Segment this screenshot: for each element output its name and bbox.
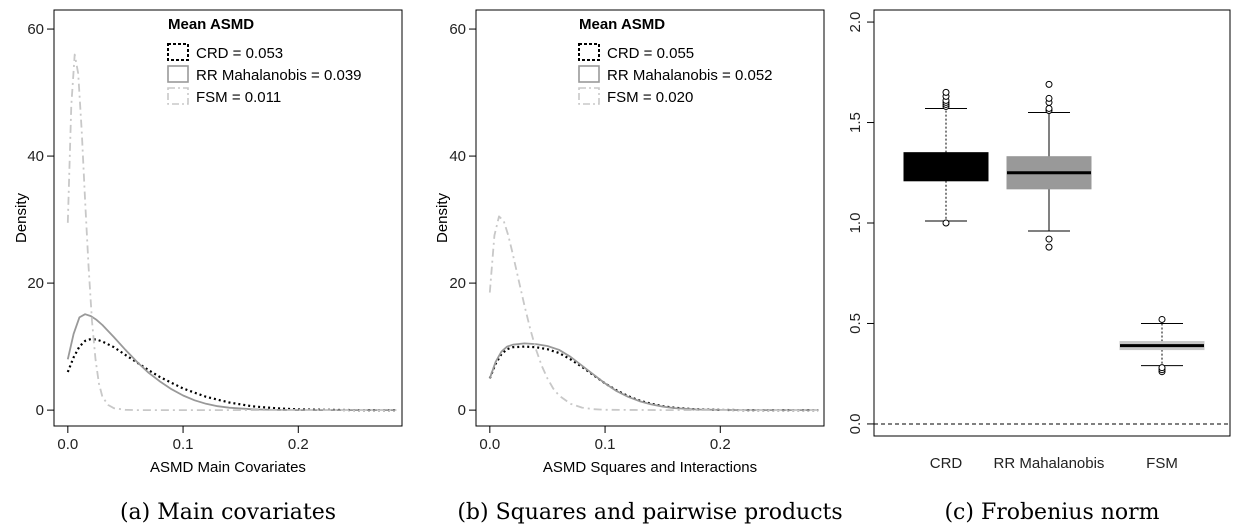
panel-b: 0.0 0.1 0.2 0 20 40 60 Density ASMD Squares an… (434, 9, 843, 525)
panel-a-caption: (a) Main covariates (120, 500, 336, 525)
panel-b-xlabel: ASMD Squares and Interactions (543, 459, 757, 476)
panel-b-legend-title: Mean ASMD (579, 16, 665, 33)
panel-b-legend-fsm: FSM = 0.020 (607, 89, 693, 106)
panel-b-caption: (b) Squares and pairwise products (457, 500, 842, 525)
panel-a-legend-key-rr (167, 65, 189, 83)
panel-b-legend-key-rr (578, 65, 600, 83)
panel-a-ytick-label: 20 (27, 275, 44, 292)
panel-b-line-rr-mahalanobis (488, 342, 819, 412)
panel-a-line-rr-mahalanobis (66, 313, 397, 412)
panel-b-ytick-label: 20 (449, 275, 466, 292)
panel-b-legend-key-crd (578, 43, 600, 61)
panel-a-xlabel: ASMD Main Covariates (150, 459, 306, 476)
panel-b-legend-crd: CRD = 0.055 (607, 45, 694, 62)
box-rr-mahalanobis-outlier (1045, 104, 1053, 112)
panel-a-xtick-label: 0.0 (57, 436, 78, 453)
panel-a-ticks: 0.0 0.1 0.2 0 20 40 60 (27, 21, 308, 453)
box-rr-mahalanobis-outlier (1045, 243, 1053, 251)
panel-a-plot-box (53, 9, 403, 427)
panel-c-category-label: CRD (930, 455, 963, 472)
panel-a-legend-rr: RR Mahalanobis = 0.039 (196, 67, 362, 84)
panel-b-series (488, 215, 819, 412)
panel-c-ytick-label: 2.0 (847, 12, 864, 33)
box-fsm (1119, 315, 1205, 376)
box-rr-mahalanobis (1006, 80, 1092, 251)
panel-a-series (66, 53, 397, 412)
panel-c-category-label: FSM (1146, 455, 1178, 472)
box-fsm-outlier (1158, 364, 1166, 372)
panel-c-caption: (c) Frobenius norm (944, 500, 1159, 525)
panel-b-ytick-label: 40 (449, 148, 466, 165)
panel-b-xtick-label: 0.2 (710, 436, 731, 453)
panel-b-ytick-label: 0 (458, 402, 466, 419)
panel-c-category-label: RR Mahalanobis (994, 455, 1105, 472)
panel-a-legend-key-fsm (167, 87, 189, 105)
panel-c-ytick-label: 1.5 (847, 112, 864, 133)
panel-c: CRD RR Mahalanobis FSM 0.0 0.5 1.0 1.5 2.0 (c) … (847, 9, 1231, 525)
panel-a-xtick-label: 0.2 (288, 436, 309, 453)
panel-a-xtick-label: 0.1 (173, 436, 194, 453)
panel-a-legend-fsm: FSM = 0.011 (196, 89, 281, 106)
panel-a-legend-title: Mean ASMD (168, 16, 254, 33)
panel-b-ticks: 0.0 0.1 0.2 0 20 40 60 (449, 21, 730, 453)
panel-a-ytick-label: 40 (27, 148, 44, 165)
panel-c-ticks: CRD RR Mahalanobis FSM 0.0 0.5 1.0 1.5 2.0 (847, 12, 1178, 472)
panel-b-line-fsm (488, 215, 819, 412)
panel-c-marks (874, 80, 1230, 425)
panel-b-ytick-label: 60 (449, 21, 466, 38)
box-crd-outlier (942, 88, 950, 96)
box-crd (903, 88, 989, 227)
panel-b-plot-box (475, 9, 825, 427)
panel-a-ytick-label: 60 (27, 21, 44, 38)
box-rr-mahalanobis-outlier (1045, 94, 1053, 102)
panel-a-line-crd (66, 337, 397, 412)
panel-a-line-fsm (66, 53, 397, 412)
panel-c-ytick-label: 0.5 (847, 313, 864, 334)
panel-c-ytick-label: 0.0 (847, 414, 864, 435)
panel-a-ylabel: Density (13, 192, 30, 243)
panel-c-plot-box (873, 9, 1231, 437)
panel-a-ytick-label: 0 (36, 402, 44, 419)
box-rr-mahalanobis-outlier (1045, 80, 1053, 88)
box-crd-outlier (942, 219, 950, 227)
box-rr-mahalanobis-outlier (1045, 235, 1053, 243)
panel-a-legend: Mean ASMD CRD = 0.053 RR Mahalanobis = 0… (167, 16, 362, 106)
panel-b-legend-rr: RR Mahalanobis = 0.052 (607, 67, 773, 84)
panel-b-legend-key-fsm (578, 87, 600, 105)
box-fsm-outlier (1158, 315, 1166, 323)
panel-b-ylabel: Density (434, 192, 451, 243)
panel-a: 0.0 0.1 0.2 0 20 40 60 Density ASMD Main Covar… (13, 9, 403, 525)
panel-b-legend: Mean ASMD CRD = 0.055 RR Mahalanobis = 0… (578, 16, 773, 106)
panel-a-legend-key-crd (167, 43, 189, 61)
panel-b-xtick-label: 0.1 (595, 436, 616, 453)
panel-b-xtick-label: 0.0 (479, 436, 500, 453)
panel-c-ytick-label: 1.0 (847, 213, 864, 234)
panel-a-legend-crd: CRD = 0.053 (196, 45, 283, 62)
